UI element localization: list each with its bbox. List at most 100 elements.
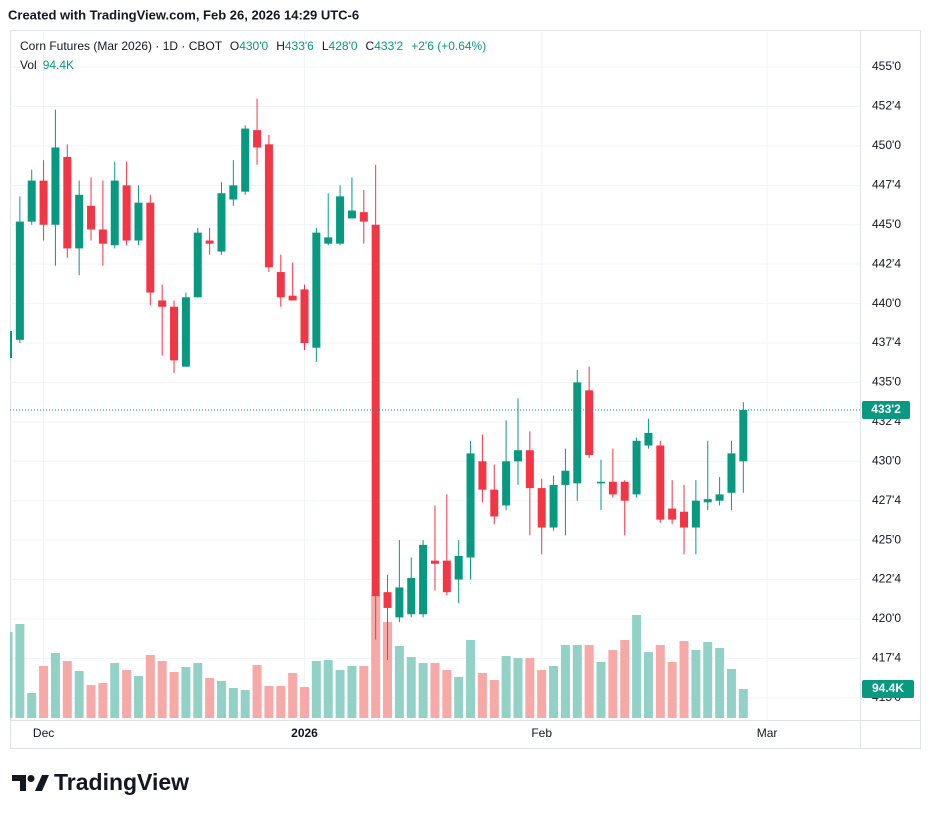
volume-bar (50, 653, 60, 718)
candle-body (134, 202, 143, 241)
candle-body (336, 196, 345, 244)
last-price-label: 433'2 (871, 402, 901, 416)
candle-body (513, 450, 522, 462)
candles (10, 98, 748, 660)
y-tick-label: 450'0 (872, 138, 901, 152)
y-tick-label: 452'4 (872, 99, 901, 113)
volume-bar (181, 667, 191, 718)
candle-body (407, 577, 416, 615)
candle-body (312, 232, 321, 348)
candle-body (217, 193, 226, 252)
candle-body (632, 440, 641, 495)
volume-bar (715, 648, 725, 718)
y-tick-label: 442'4 (872, 256, 901, 270)
legend-item: Corn Futures (Mar 2026) · 1D · CBOT (20, 39, 223, 53)
candle-body (63, 156, 72, 249)
candle-body (739, 410, 748, 462)
candle-body (620, 481, 629, 501)
logo-mark (12, 775, 26, 791)
volume-bar (62, 661, 72, 718)
y-tick-label: 455'0 (872, 59, 901, 73)
volume-bar (311, 661, 321, 718)
legend-line: Corn Futures (Mar 2026) · 1D · CBOT O430'… (20, 39, 486, 53)
candle-body (585, 390, 594, 455)
candle-body (205, 240, 214, 244)
logo: TradingView (12, 769, 189, 795)
logo-text: TradingView (54, 769, 189, 795)
candle-body (51, 147, 60, 225)
candle-body (253, 130, 262, 148)
volume-bar (489, 680, 499, 718)
volume-bar (572, 645, 582, 718)
volume-bar (27, 692, 37, 718)
axes: 415'0417'4420'0422'4425'0427'4430'0432'4… (10, 59, 914, 740)
x-tick-label: Feb (531, 726, 552, 740)
candle-body (703, 499, 712, 503)
candle-body (146, 202, 155, 293)
volume-bar (240, 690, 250, 718)
candle-body (419, 544, 428, 615)
candle-body (170, 306, 179, 361)
candle-body (371, 224, 380, 597)
volume-bar (335, 670, 345, 718)
volume-bar (726, 669, 736, 718)
volume-bar (632, 615, 642, 718)
legend-item: +2'6 (+0.64%) (411, 39, 486, 53)
volume-bar (216, 681, 226, 718)
volume-tag (862, 680, 914, 699)
volume-bar (406, 657, 416, 718)
candle-body (300, 289, 309, 344)
volume-bar (703, 642, 713, 718)
volume-bar (477, 673, 487, 718)
volume-bar (86, 685, 96, 718)
y-tick-label: 435'0 (872, 375, 901, 389)
volume-bar (513, 658, 523, 718)
volume-bar (145, 655, 155, 718)
volume-bar (679, 641, 689, 718)
volume-bar (560, 645, 570, 718)
frame (10, 30, 921, 749)
legend-item: 428'0 (329, 39, 358, 53)
volume-bar (133, 676, 143, 718)
volume-bar (264, 685, 274, 718)
legend: Corn Futures (Mar 2026) · 1D · CBOT O430'… (20, 39, 486, 72)
volume-pane (10, 595, 748, 718)
volume-tag-label: 94.4K (872, 681, 904, 695)
x-tick-label: 2026 (291, 726, 318, 740)
volume-bar (643, 652, 653, 718)
volume-bar (15, 624, 25, 718)
volume-bar (691, 650, 701, 718)
volume-bar (466, 640, 476, 718)
x-tick-label: Mar (757, 726, 778, 740)
candle-body (87, 205, 96, 230)
candle-body (573, 382, 582, 484)
volume-bar (39, 666, 49, 718)
volume-bar (288, 673, 298, 718)
candle-body (383, 592, 392, 608)
credit: Created with TradingView.com, Feb 26, 20… (8, 7, 359, 22)
volume-bar (122, 670, 132, 718)
candle-body (727, 453, 736, 493)
candle-body (668, 508, 677, 520)
candle-body (98, 229, 107, 244)
candle-body (490, 489, 499, 517)
y-tick-label: 445'0 (872, 217, 901, 231)
candle-body (430, 560, 439, 564)
volume-bar (74, 671, 84, 718)
candle-body (288, 295, 297, 301)
candle-body (608, 481, 617, 495)
candle-body (359, 212, 368, 222)
volume-bar (193, 663, 203, 718)
candle-body (347, 210, 356, 219)
y-tick-label: 427'4 (872, 493, 901, 507)
volume-bar (442, 670, 452, 718)
candle-body (158, 300, 167, 307)
candle-body (27, 180, 36, 222)
legend-line: Vol 94.4K (20, 58, 74, 72)
legend-item: H (276, 39, 285, 53)
volume-bar (383, 622, 393, 718)
logo-mark (27, 775, 35, 782)
legend-item: L (322, 39, 329, 53)
volume-bar (276, 685, 286, 718)
candle-body (680, 511, 689, 528)
